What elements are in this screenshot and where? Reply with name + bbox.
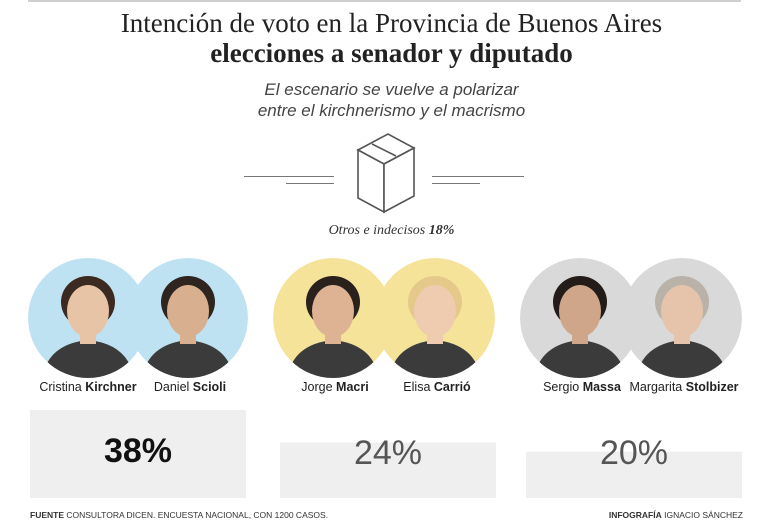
bar-label-1: 38% [104, 432, 172, 470]
avatar-jorge-macri [273, 258, 393, 378]
avatar-cristina-kirchner [28, 258, 148, 378]
source-note: FUENTE CONSULTORA DICEN. ENCUESTA NACION… [30, 510, 329, 520]
bar-label-3: 20% [600, 434, 668, 472]
avatar-elisa-carrio [375, 258, 495, 378]
chart-title-bold: elecciones a senador y diputado [210, 38, 573, 68]
top-rule [28, 0, 741, 2]
bar-3 [526, 451, 742, 498]
avatar-daniel-scioli [128, 258, 248, 378]
avatar-sergio-massa [520, 258, 640, 378]
subtitle-line-2: entre el kirchnerismo y el macrismo [257, 101, 526, 120]
subtitle-line-1: El escenario se vuelve a polarizar [264, 80, 519, 99]
candidate-name-massa: Sergio Massa [543, 380, 621, 394]
ballot-box-icon [356, 133, 416, 214]
bar-2 [280, 442, 496, 498]
bar-label-2: 24% [354, 434, 422, 472]
candidate-name-carrio: Elisa Carrió [403, 380, 471, 394]
others-value: 18% [428, 223, 455, 238]
decor-line-left-bottom [286, 183, 334, 184]
others-undecided: Otros e indecisos 18% [0, 223, 783, 239]
candidate-name-scioli: Daniel Scioli [153, 380, 227, 394]
chart-title: Intención de voto en la Provincia de Bue… [120, 8, 663, 38]
candidate-name-kirchner: Cristina Kirchner [39, 380, 137, 394]
decor-line-right-top [432, 176, 524, 177]
candidate-name-macri: Jorge Macri [301, 380, 369, 394]
candidate-name-stolbizer: Margarita Stolbizer [629, 380, 739, 394]
bar-1 [30, 410, 246, 498]
credit-note: INFOGRAFÍA IGNACIO SÁNCHEZ [608, 510, 743, 520]
decor-line-right-bottom [432, 183, 480, 184]
avatar-margarita-stolbizer [622, 258, 742, 378]
decor-line-left-top [244, 176, 334, 177]
others-label: Otros e indecisos [328, 223, 426, 238]
